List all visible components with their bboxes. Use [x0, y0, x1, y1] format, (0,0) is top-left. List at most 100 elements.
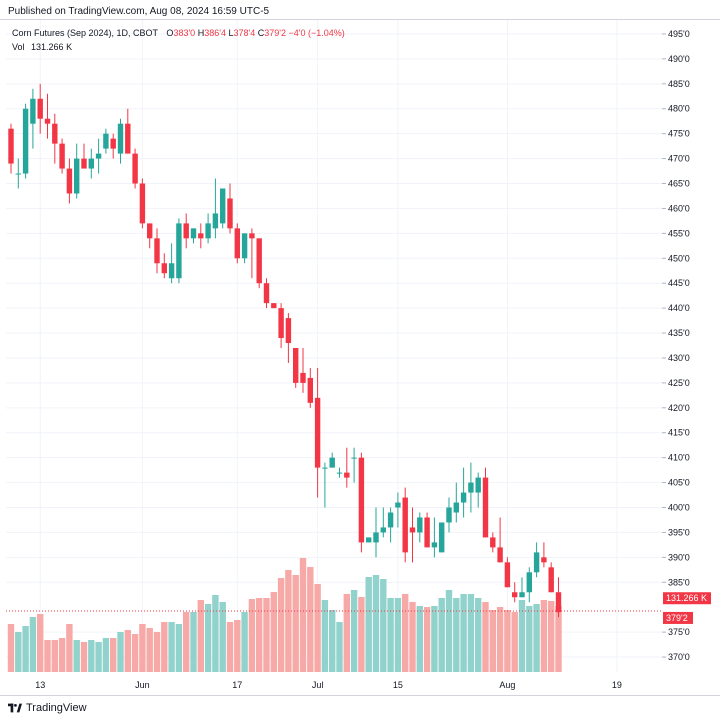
- candle-body: [66, 168, 73, 194]
- candle-body: [81, 158, 87, 169]
- low-value: 378'4: [233, 28, 256, 38]
- volume-bar: [460, 594, 467, 672]
- volume-bar: [51, 640, 58, 672]
- volume-legend: Vol 131.266 K: [12, 42, 72, 52]
- candle-body: [263, 283, 270, 304]
- candle-body: [22, 108, 29, 174]
- volume-bar: [402, 594, 409, 672]
- volume-bar: [423, 607, 431, 672]
- candle-body: [431, 542, 438, 548]
- price-value-text: 379'2: [666, 613, 688, 623]
- volume-bar: [285, 570, 292, 672]
- candle-body: [490, 537, 496, 548]
- candle-body: [212, 213, 219, 229]
- volume-bar: [241, 612, 248, 672]
- volume-bar: [504, 610, 511, 672]
- candle-body: [424, 517, 430, 548]
- candle-body: [256, 238, 262, 284]
- volume-bar: [80, 642, 88, 672]
- brand-name: TradingView: [26, 702, 87, 714]
- volume-bar: [350, 590, 358, 672]
- candle-body: [475, 477, 481, 493]
- volume-bar: [445, 590, 453, 672]
- candle-body: [322, 467, 328, 469]
- y-tick-label: 485'0: [668, 79, 690, 89]
- volume-bar: [336, 622, 343, 672]
- volume-bar: [292, 575, 299, 672]
- volume-bar: [161, 622, 168, 672]
- vol-value: 131.266 K: [31, 42, 73, 52]
- volume-bar: [183, 612, 190, 672]
- volume-bar: [329, 610, 336, 672]
- candle-body: [351, 457, 357, 459]
- candle-body: [497, 547, 503, 563]
- candle-body: [161, 263, 167, 274]
- candle-body: [366, 537, 372, 543]
- chart-frame: [0, 19, 720, 696]
- candle-body: [88, 158, 94, 169]
- volume-bar: [496, 607, 504, 672]
- volume-bar: [212, 595, 219, 672]
- change-value: −4'0 (−1.04%): [288, 28, 345, 38]
- x-tick-label: 13: [35, 680, 45, 690]
- volume-bar: [482, 602, 489, 672]
- volume-bar: [168, 622, 175, 672]
- y-tick-label: 415'0: [668, 428, 690, 438]
- volume-bar: [234, 620, 241, 672]
- y-tick-label: 420'0: [668, 403, 690, 413]
- volume-bar: [146, 628, 153, 672]
- candle-body: [329, 457, 335, 468]
- candle-body: [249, 233, 255, 239]
- volume-bar: [153, 632, 161, 672]
- volume-bar: [475, 598, 482, 672]
- x-tick-label: 19: [612, 680, 622, 690]
- x-tick-label: 17: [232, 680, 242, 690]
- candle-body: [241, 233, 248, 259]
- volume-bar: [88, 640, 95, 672]
- high-label: H: [197, 28, 205, 38]
- candle-body: [482, 477, 489, 538]
- tradingview-logo-icon: [8, 703, 22, 713]
- close-value: 379'2: [264, 28, 286, 38]
- y-tick-label: 460'0: [668, 203, 690, 213]
- candle-body: [168, 263, 175, 279]
- volume-bar: [110, 638, 117, 672]
- candlestick-chart[interactable]: 495'0 490'0 485'0 480'0 475'0 470'0 465'0 460'0…: [0, 20, 720, 694]
- candle-body: [220, 188, 226, 224]
- volume-bar: [117, 632, 124, 672]
- candle-body: [139, 183, 146, 224]
- open-label: O: [166, 28, 174, 38]
- candle-body: [132, 153, 138, 184]
- candle-body: [373, 532, 379, 543]
- volume-bar: [533, 604, 540, 672]
- candle-body: [234, 228, 240, 259]
- volume-bar: [467, 594, 475, 672]
- candle-body: [468, 482, 474, 493]
- y-tick-label: 390'0: [668, 552, 690, 562]
- volume-bar: [277, 578, 285, 672]
- price-axis: 495'0 490'0 485'0 480'0 475'0 470'0 465'0 460'0…: [662, 29, 690, 662]
- candle-body: [278, 308, 284, 339]
- y-tick-label: 430'0: [668, 353, 690, 363]
- candle-body: [300, 372, 306, 383]
- volume-bar: [307, 567, 314, 672]
- candle-body: [205, 223, 211, 239]
- candle-body: [387, 512, 394, 528]
- candle-body: [15, 173, 21, 175]
- y-tick-label: 435'0: [668, 328, 690, 338]
- candle-body: [117, 123, 124, 154]
- candle-body: [285, 318, 292, 344]
- candle-body: [453, 502, 459, 513]
- candle-body: [519, 592, 525, 598]
- y-tick-label: 475'0: [668, 129, 690, 139]
- candle-body: [417, 517, 423, 533]
- candle-body: [183, 223, 189, 239]
- volume-bar: [131, 634, 139, 672]
- volume-bar: [37, 614, 44, 672]
- low-label: L: [228, 28, 234, 38]
- price-value-badge: [663, 611, 693, 624]
- x-tick-label: Jun: [135, 680, 150, 690]
- volume-bar: [73, 640, 80, 672]
- y-tick-label: 395'0: [668, 527, 690, 537]
- volume-bar: [526, 606, 533, 672]
